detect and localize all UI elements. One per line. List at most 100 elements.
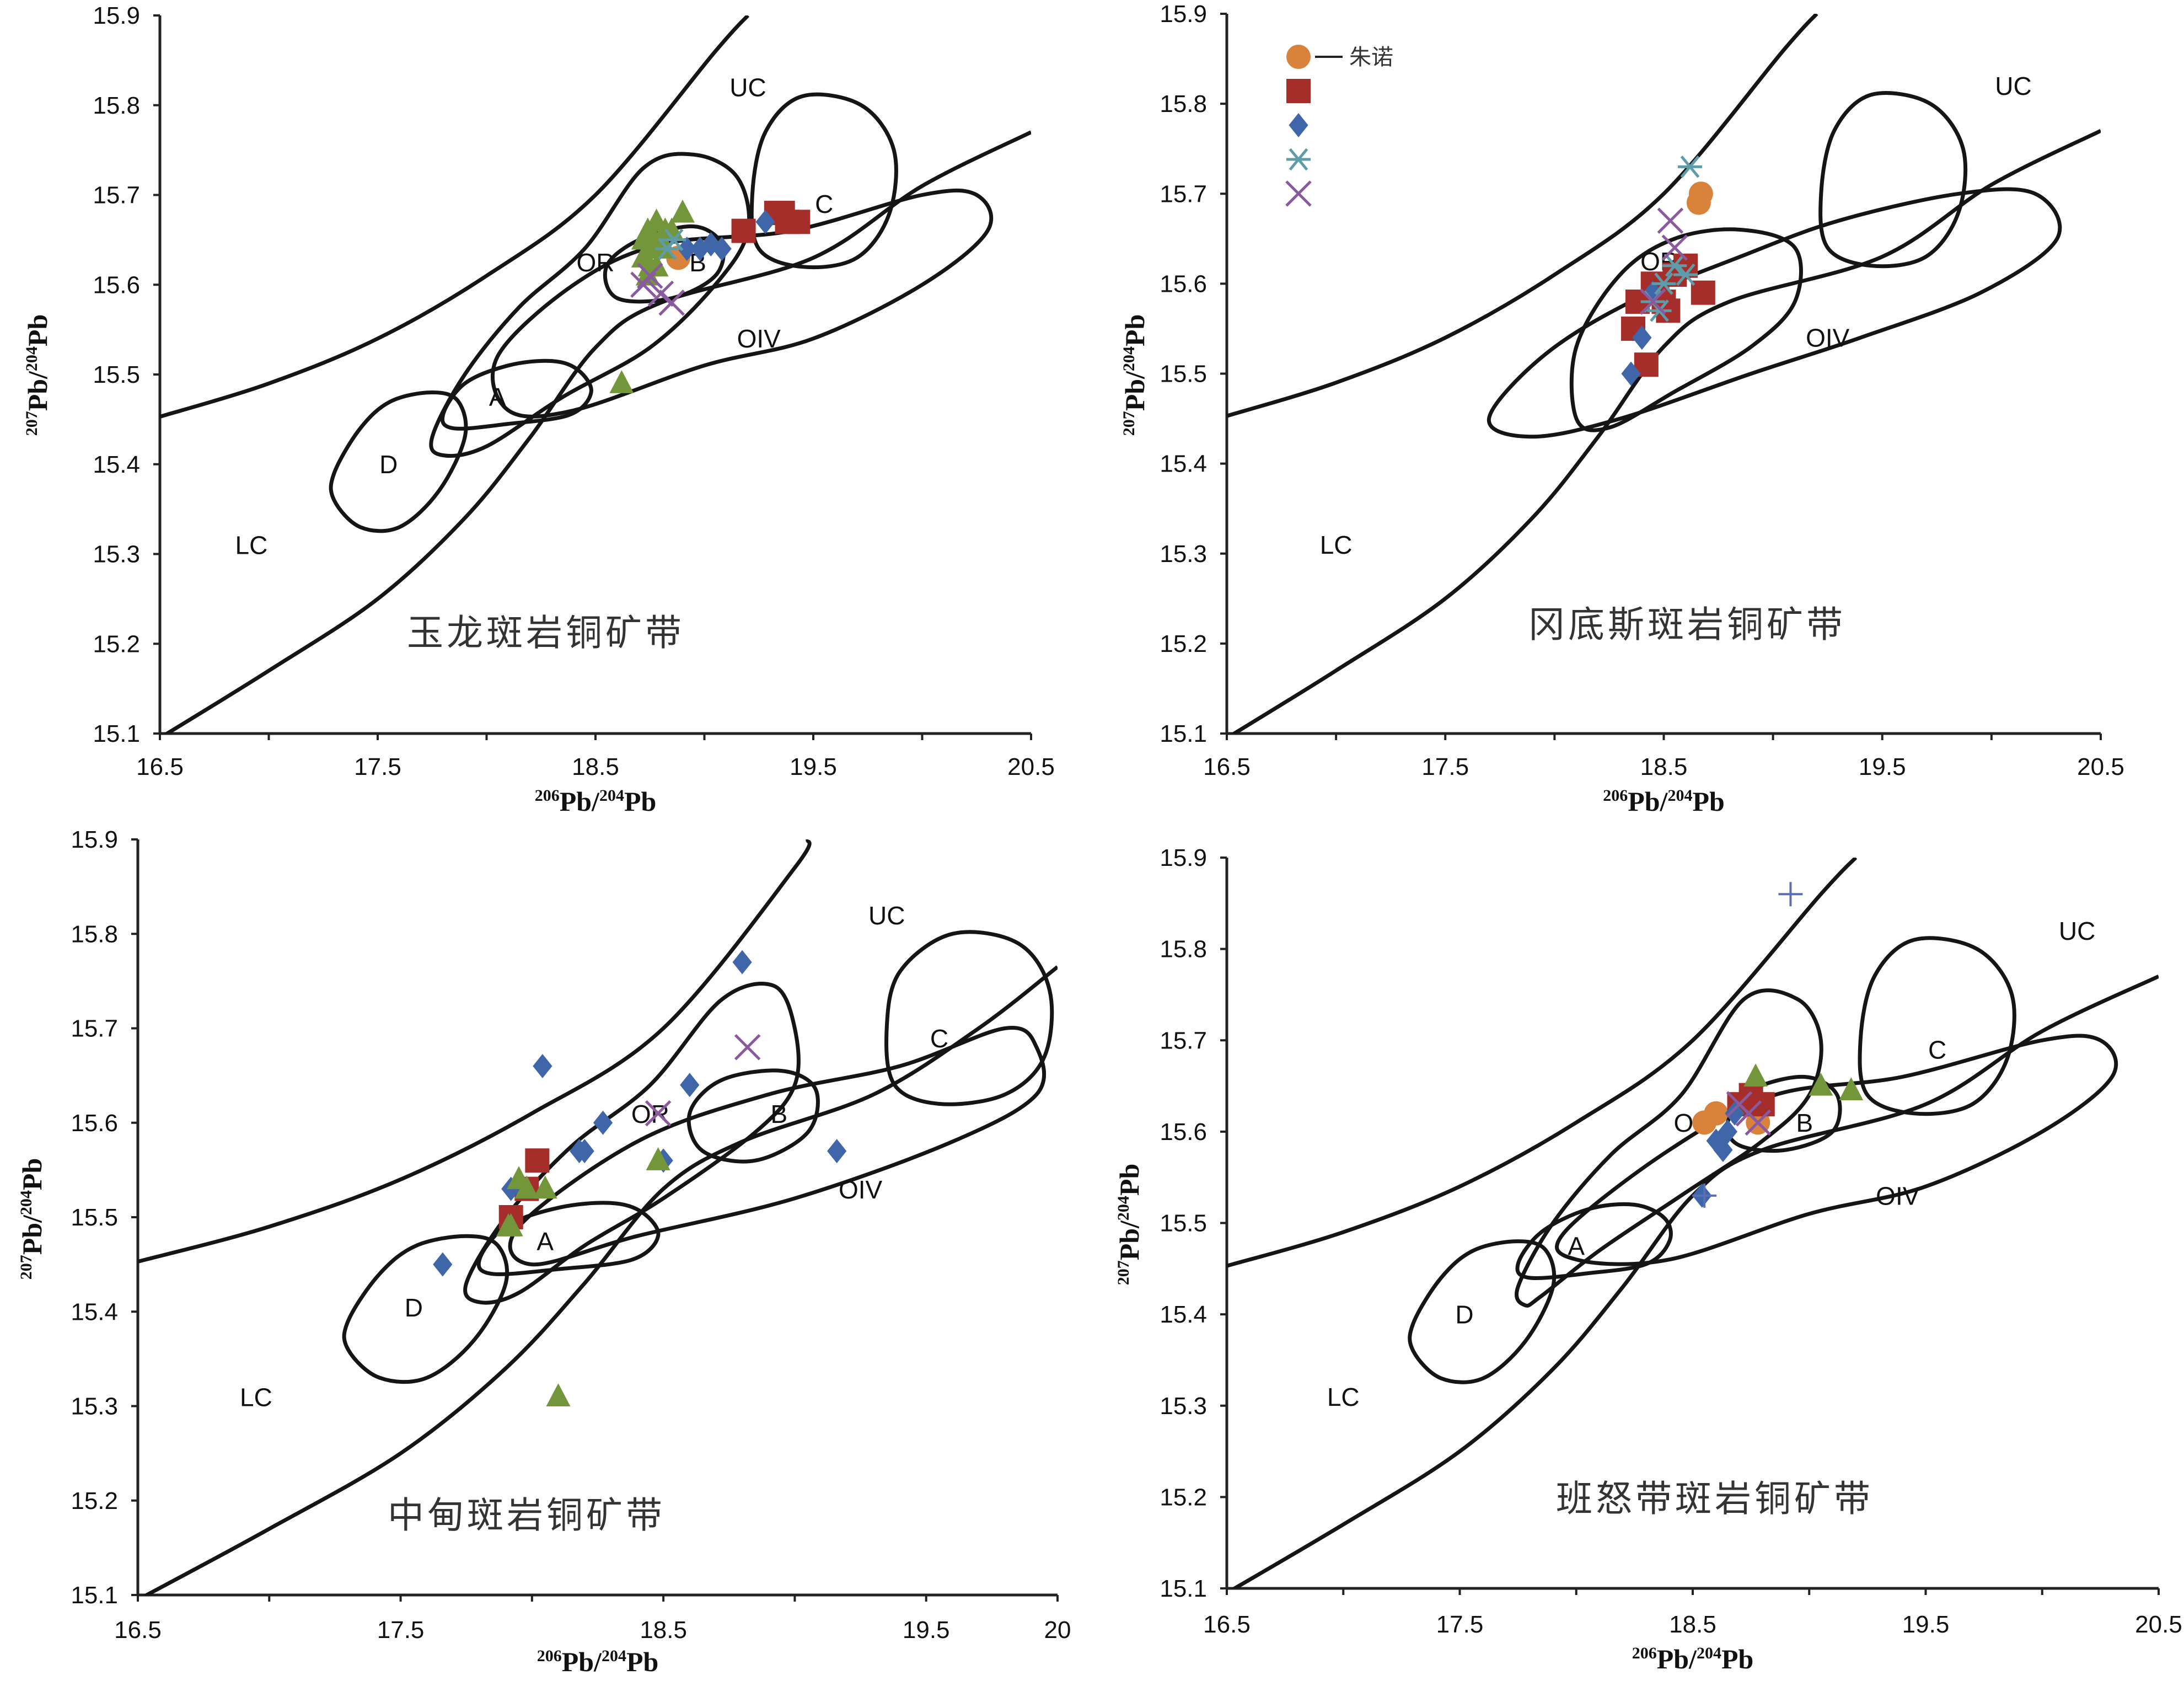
data-point-square	[525, 1148, 550, 1173]
data-point-triangle	[533, 1175, 557, 1199]
y-tick-label: 15.3	[71, 1393, 118, 1420]
x-tick-label: 18.5	[1669, 1611, 1716, 1638]
region-label-c: C	[815, 190, 833, 218]
y-tick-label: 15.2	[1160, 630, 1207, 657]
y-tick-label: 15.2	[1160, 1484, 1207, 1511]
y-tick-label: 15.8	[71, 920, 118, 948]
data-point-cross	[658, 290, 685, 316]
panel-title: 班怒带斑岩铜矿带	[1556, 1478, 1874, 1520]
data-point-square	[1750, 1092, 1775, 1117]
region-label-lc: LC	[240, 1383, 272, 1412]
x-tick-label: 19.5	[903, 1617, 950, 1644]
x-axis-title: 206Pb/204Pb	[1603, 786, 1725, 817]
region-label-oiv: OIV	[1806, 324, 1850, 352]
y-tick-label: 15.1	[1160, 720, 1207, 747]
x-tick-label: 16.5	[1203, 1611, 1251, 1638]
region-curve-or	[429, 152, 752, 458]
region-label-lc: LC	[1320, 531, 1353, 559]
data-point-asterisk	[1662, 254, 1687, 277]
region-outlines	[138, 839, 1058, 1595]
data-point-cross	[1657, 207, 1684, 234]
x-tick-label: 20	[1044, 1617, 1071, 1644]
region-label-a: A	[1568, 1232, 1585, 1260]
region-curve-or	[1515, 988, 1823, 1308]
data-points	[1692, 882, 1864, 1208]
data-point-triangle	[496, 1213, 520, 1237]
y-tick-label: 15.2	[71, 1487, 118, 1514]
x-tick-label: 16.5	[1203, 753, 1251, 780]
y-tick-label: 15.7	[71, 1015, 118, 1042]
x-axis-title: 206Pb/204Pb	[1632, 1644, 1754, 1674]
panel-title: 玉龙斑岩铜矿带	[407, 612, 685, 654]
region-curve-c	[1858, 936, 2016, 1116]
data-point-cross	[1661, 234, 1688, 261]
region-label-lc: LC	[235, 531, 267, 560]
region-label-uc: UC	[1995, 72, 2031, 100]
region-outlines	[1227, 858, 2159, 1588]
region-label-d: D	[379, 450, 398, 479]
y-tick-label: 15.7	[1160, 180, 1207, 207]
y-tick-label: 15.9	[71, 826, 118, 853]
data-point-circle	[1686, 190, 1711, 215]
x-tick-label: 17.5	[377, 1617, 425, 1644]
region-curve-a	[1515, 1202, 1673, 1280]
x-tick-label: 20.5	[2077, 753, 2124, 780]
region-label-oiv: OIV	[839, 1175, 883, 1204]
region-curve-upper	[1227, 14, 1818, 418]
data-points	[609, 199, 811, 393]
data-point-triangle	[648, 226, 673, 250]
region-curve-lower	[163, 130, 1031, 734]
x-axis-title: 206Pb/204Pb	[535, 786, 657, 817]
data-point-diamond	[575, 1139, 594, 1164]
region-curve-or	[463, 982, 801, 1305]
data-point-diamond	[1725, 1101, 1745, 1126]
data-point-triangle	[514, 1175, 539, 1199]
legend: 朱诺	[1285, 45, 1393, 207]
region-label-oiv: OIV	[1876, 1181, 1920, 1210]
y-axis-title: 207Pb/204Pb	[22, 314, 53, 436]
region-curve-d	[1408, 1239, 1557, 1384]
data-point-diamond	[433, 1252, 453, 1277]
data-point-square	[786, 210, 811, 234]
region-curve-c	[884, 930, 1054, 1106]
region-curve-upper	[160, 15, 750, 419]
x-axis-title: 206Pb/204Pb	[537, 1646, 659, 1677]
data-point-cross	[734, 1034, 761, 1061]
data-point-asterisk	[655, 237, 680, 260]
data-point-diamond	[677, 237, 697, 261]
region-curve-upper	[138, 839, 812, 1264]
data-point-diamond	[1718, 1119, 1737, 1144]
y-axis-title: 207Pb/204Pb	[17, 1158, 47, 1280]
region-label-uc: UC	[2059, 917, 2095, 945]
data-point-square	[731, 218, 756, 243]
data-point-asterisk	[1678, 156, 1703, 178]
region-curve-oiv	[508, 1026, 1047, 1267]
region-label-or: OR	[577, 248, 615, 277]
region-label-b: B	[1796, 1109, 1813, 1137]
legend-marker-cross	[1285, 180, 1312, 207]
y-tick-label: 15.8	[1160, 90, 1207, 117]
legend-marker-asterisk	[1286, 148, 1311, 171]
data-point-triangle	[644, 253, 669, 277]
x-tick-label: 20.5	[1007, 753, 1055, 780]
region-curve-oiv	[1555, 1034, 2118, 1266]
x-tick-label: 17.5	[1421, 753, 1469, 780]
data-point-triangle	[646, 1147, 670, 1170]
data-point-asterisk	[1651, 272, 1676, 295]
y-tick-label: 15.9	[93, 2, 140, 29]
region-label-uc: UC	[729, 73, 766, 101]
region-label-c: C	[930, 1024, 948, 1053]
y-tick-label: 15.2	[93, 630, 140, 657]
x-tick-label: 19.5	[1902, 1611, 1950, 1638]
y-tick-label: 15.6	[93, 271, 140, 298]
region-curve-or	[1569, 227, 1803, 432]
x-tick-label: 16.5	[114, 1617, 162, 1644]
region-label-d: D	[405, 1293, 423, 1322]
y-tick-label: 15.6	[1160, 270, 1207, 297]
data-point-triangle	[1809, 1072, 1833, 1096]
y-tick-label: 15.9	[1160, 844, 1207, 871]
region-label-a: A	[536, 1227, 554, 1256]
